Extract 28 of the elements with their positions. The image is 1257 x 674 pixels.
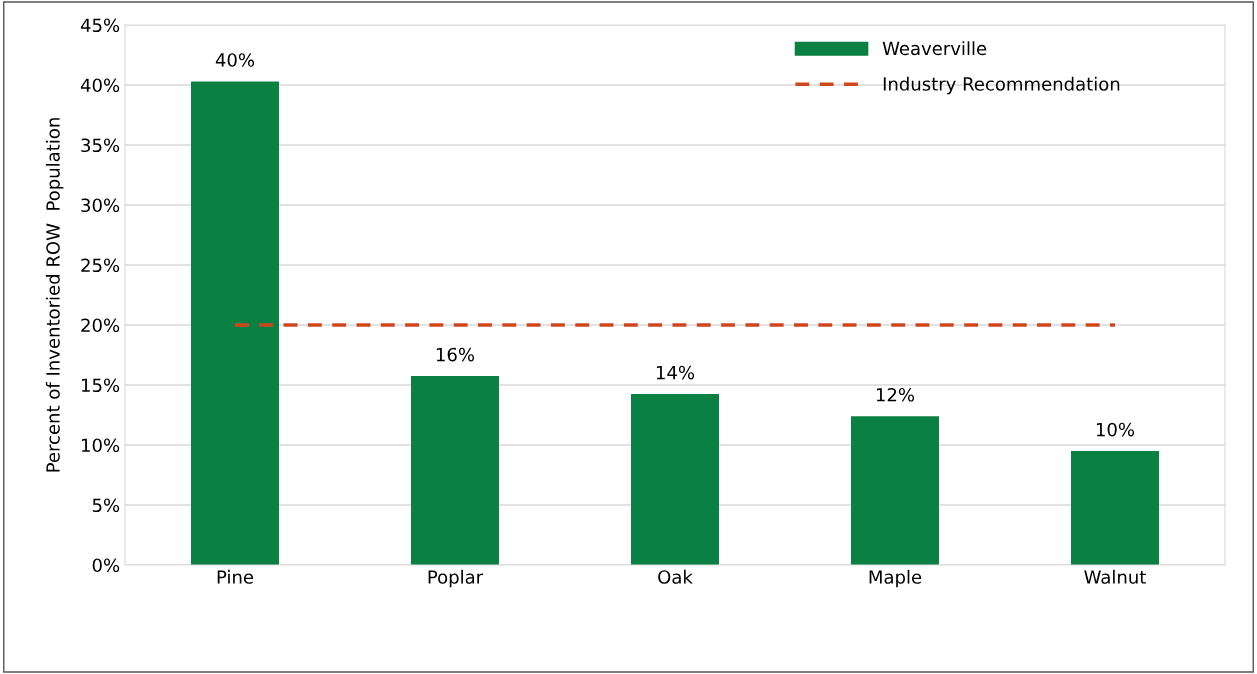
x-tick-label: Poplar <box>428 569 484 588</box>
legend-label: Weaverville <box>882 41 987 56</box>
data-label: 40% <box>215 53 255 67</box>
x-tick-label: Pine <box>217 569 254 584</box>
y-tick-label: 30% <box>81 198 120 213</box>
bar <box>851 416 939 565</box>
y-tick-label: 5% <box>92 498 120 513</box>
x-tick-label: Maple <box>869 569 922 588</box>
y-tick-label: 25% <box>81 258 120 273</box>
x-tick-label: Walnut <box>1084 569 1146 584</box>
bar <box>631 394 719 565</box>
data-label: 16% <box>436 347 475 362</box>
y-tick-label: 10% <box>81 438 120 453</box>
legend-label: Industry Recommendation <box>883 76 1120 95</box>
y-tick-label: 45% <box>80 18 120 33</box>
data-label: 12% <box>876 387 915 402</box>
y-tick-label: 0% <box>92 558 120 573</box>
y-tick-label: 20% <box>81 318 120 333</box>
bar <box>411 376 499 565</box>
data-label: 14% <box>656 365 695 380</box>
bar <box>1071 451 1159 565</box>
bar <box>191 81 279 565</box>
y-tick-label: 35% <box>81 138 120 153</box>
y-axis-title: Percent of Inventoried ROW Population <box>45 118 64 472</box>
data-label: 10% <box>1096 422 1135 437</box>
x-tick-label: Oak <box>658 569 693 584</box>
y-tick-label: 15% <box>81 378 120 393</box>
y-tick-label: 40% <box>80 78 120 93</box>
